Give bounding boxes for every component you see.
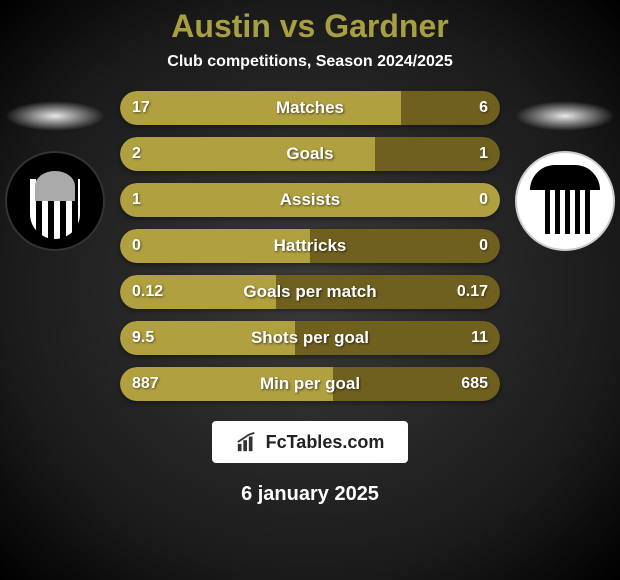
stat-label: Hattricks <box>120 236 500 256</box>
stat-bar: 0.120.17Goals per match <box>120 275 500 309</box>
stat-bar: 176Matches <box>120 91 500 125</box>
main-content: 176Matches 21Goals 10Assists 00Hattricks 0.1… <box>0 91 620 401</box>
club-badge-right <box>515 151 615 251</box>
stat-bar: 21Goals <box>120 137 500 171</box>
stat-label: Min per goal <box>120 374 500 394</box>
stat-label: Goals <box>120 144 500 164</box>
stat-bar: 9.511Shots per goal <box>120 321 500 355</box>
player-left-column <box>0 91 110 251</box>
brand-text: FcTables.com <box>266 432 385 453</box>
stat-label: Goals per match <box>120 282 500 302</box>
page-title: Austin vs Gardner <box>171 8 448 45</box>
player-silhouette-left <box>5 101 105 131</box>
chart-icon <box>236 431 258 453</box>
player-silhouette-right <box>515 101 615 131</box>
stat-label: Shots per goal <box>120 328 500 348</box>
stat-bar: 00Hattricks <box>120 229 500 263</box>
club-badge-left <box>5 151 105 251</box>
stats-column: 176Matches 21Goals 10Assists 00Hattricks 0.1… <box>120 91 500 401</box>
brand-logo[interactable]: FcTables.com <box>212 421 409 463</box>
date-label: 6 january 2025 <box>241 483 379 506</box>
stat-label: Matches <box>120 98 500 118</box>
player-right-column <box>510 91 620 251</box>
subtitle: Club competitions, Season 2024/2025 <box>167 53 452 71</box>
stat-bar: 887685Min per goal <box>120 367 500 401</box>
stat-label: Assists <box>120 190 500 210</box>
stat-bar: 10Assists <box>120 183 500 217</box>
